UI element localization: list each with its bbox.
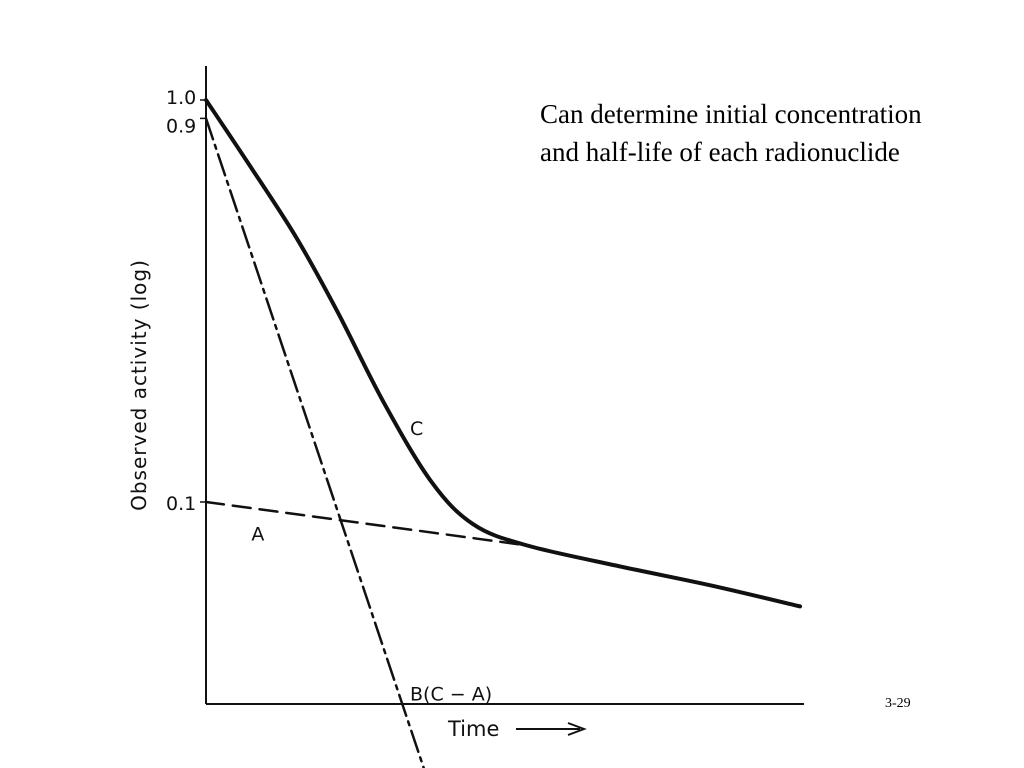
series-label-a: A: [251, 523, 264, 545]
series-group: [204, 98, 802, 768]
y-tick-label: 1.0: [166, 87, 196, 109]
y-tick-label: 0.9: [166, 115, 196, 137]
labels-group: C A B(C − A): [251, 418, 492, 705]
y-axis-label: Observed activity (log): [127, 259, 151, 511]
series-line-c: [204, 98, 802, 609]
callout-text: Can determine initial concentration and …: [540, 99, 922, 167]
series-label-b-c-a: B(C − A): [410, 683, 492, 705]
axes: 1.0 0.9 0.1 Observed activity (log) Time: [127, 66, 804, 741]
y-tick-label: 0.1: [166, 493, 196, 515]
x-axis-arrow-head: [567, 722, 587, 736]
series-line-a: [204, 500, 529, 547]
slide-number: 3-29: [885, 696, 911, 711]
series-line-b-c-a: [204, 117, 426, 768]
series-label-c: C: [410, 418, 423, 440]
x-axis-label: Time: [447, 717, 499, 741]
